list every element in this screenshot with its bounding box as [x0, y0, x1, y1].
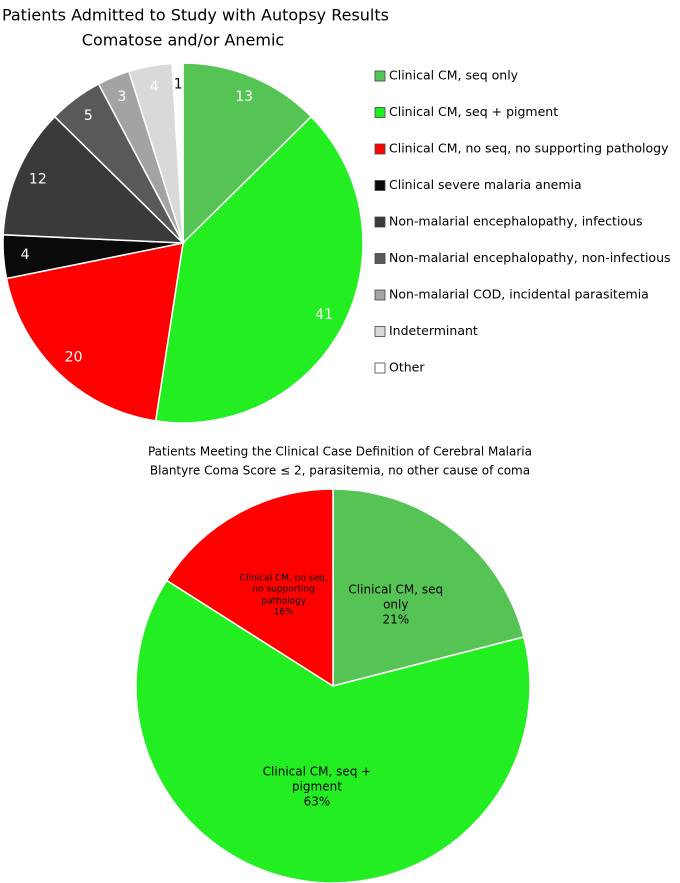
slice-category: Clinical CM, seq + pigment: [262, 764, 372, 794]
chart-subtitle: Comatose and/or Anemic: [82, 31, 284, 50]
slice-label: Clinical CM, no seq, no supporting patho…: [236, 574, 331, 619]
pie-slice: [171, 62, 184, 244]
legend-swatch: [374, 326, 386, 337]
slice-value: 16%: [273, 607, 294, 618]
data-label: 13: [235, 89, 253, 105]
slice-value: 21%: [382, 612, 410, 627]
legend-label: Other: [389, 360, 425, 375]
chart-title: All Patients Admitted to Study with Auto…: [0, 6, 389, 25]
data-label: 1: [174, 77, 183, 93]
legend-swatch: [374, 143, 386, 155]
pie-slice: [182, 62, 313, 245]
legend-swatch: [374, 289, 386, 301]
legend-label: Clinical CM, seq + pigment: [389, 104, 558, 119]
legend-swatch: [374, 70, 386, 82]
pie-slice: [2, 115, 185, 244]
data-label: 5: [84, 108, 93, 124]
slice-label: Clinical CM, seq only 21%: [338, 583, 453, 628]
legend-label: Indeterminant: [389, 323, 478, 338]
data-label: 12: [29, 172, 47, 188]
chart-title: Patients Meeting the Clinical Case Defin…: [148, 445, 532, 459]
legend-label: Clinical CM, seq only: [389, 68, 519, 83]
legend-swatch: [374, 216, 386, 228]
legend-label: Clinical severe malaria anemia: [389, 177, 582, 192]
legend-label: Non-malarial encephalopathy, non-infecti…: [389, 250, 671, 265]
data-label: 20: [65, 350, 83, 366]
slice-label: Clinical CM, seq + pigment 63%: [259, 765, 374, 810]
slice-value: 63%: [303, 794, 331, 809]
pie-slice: [5, 242, 184, 422]
pie-slice: [332, 488, 525, 687]
data-label: 4: [150, 79, 159, 95]
legend-label: Non-malarial encephalopathy, infectious: [389, 214, 643, 229]
pie-slice: [154, 115, 364, 424]
data-label: 4: [21, 247, 30, 263]
data-label: 3: [117, 89, 126, 105]
legend-swatch: [374, 180, 386, 191]
legend-swatch: [374, 362, 386, 374]
pie-slice: [135, 579, 531, 883]
legend-label: Clinical CM, no seq, no supporting patho…: [389, 141, 669, 156]
legend-swatch: [374, 107, 386, 118]
slice-category: Clinical CM, no seq, no supporting patho…: [239, 573, 328, 607]
pie-slice: [165, 488, 334, 688]
data-label: 41: [315, 307, 333, 323]
chart-subtitle: Blantyre Coma Score ≤ 2, parasitemia, no…: [150, 464, 530, 478]
legend-label: Non-malarial COD, incidental parasitemia: [389, 287, 649, 302]
slice-category: Clinical CM, seq only: [348, 582, 444, 612]
legend-swatch: [374, 253, 386, 264]
